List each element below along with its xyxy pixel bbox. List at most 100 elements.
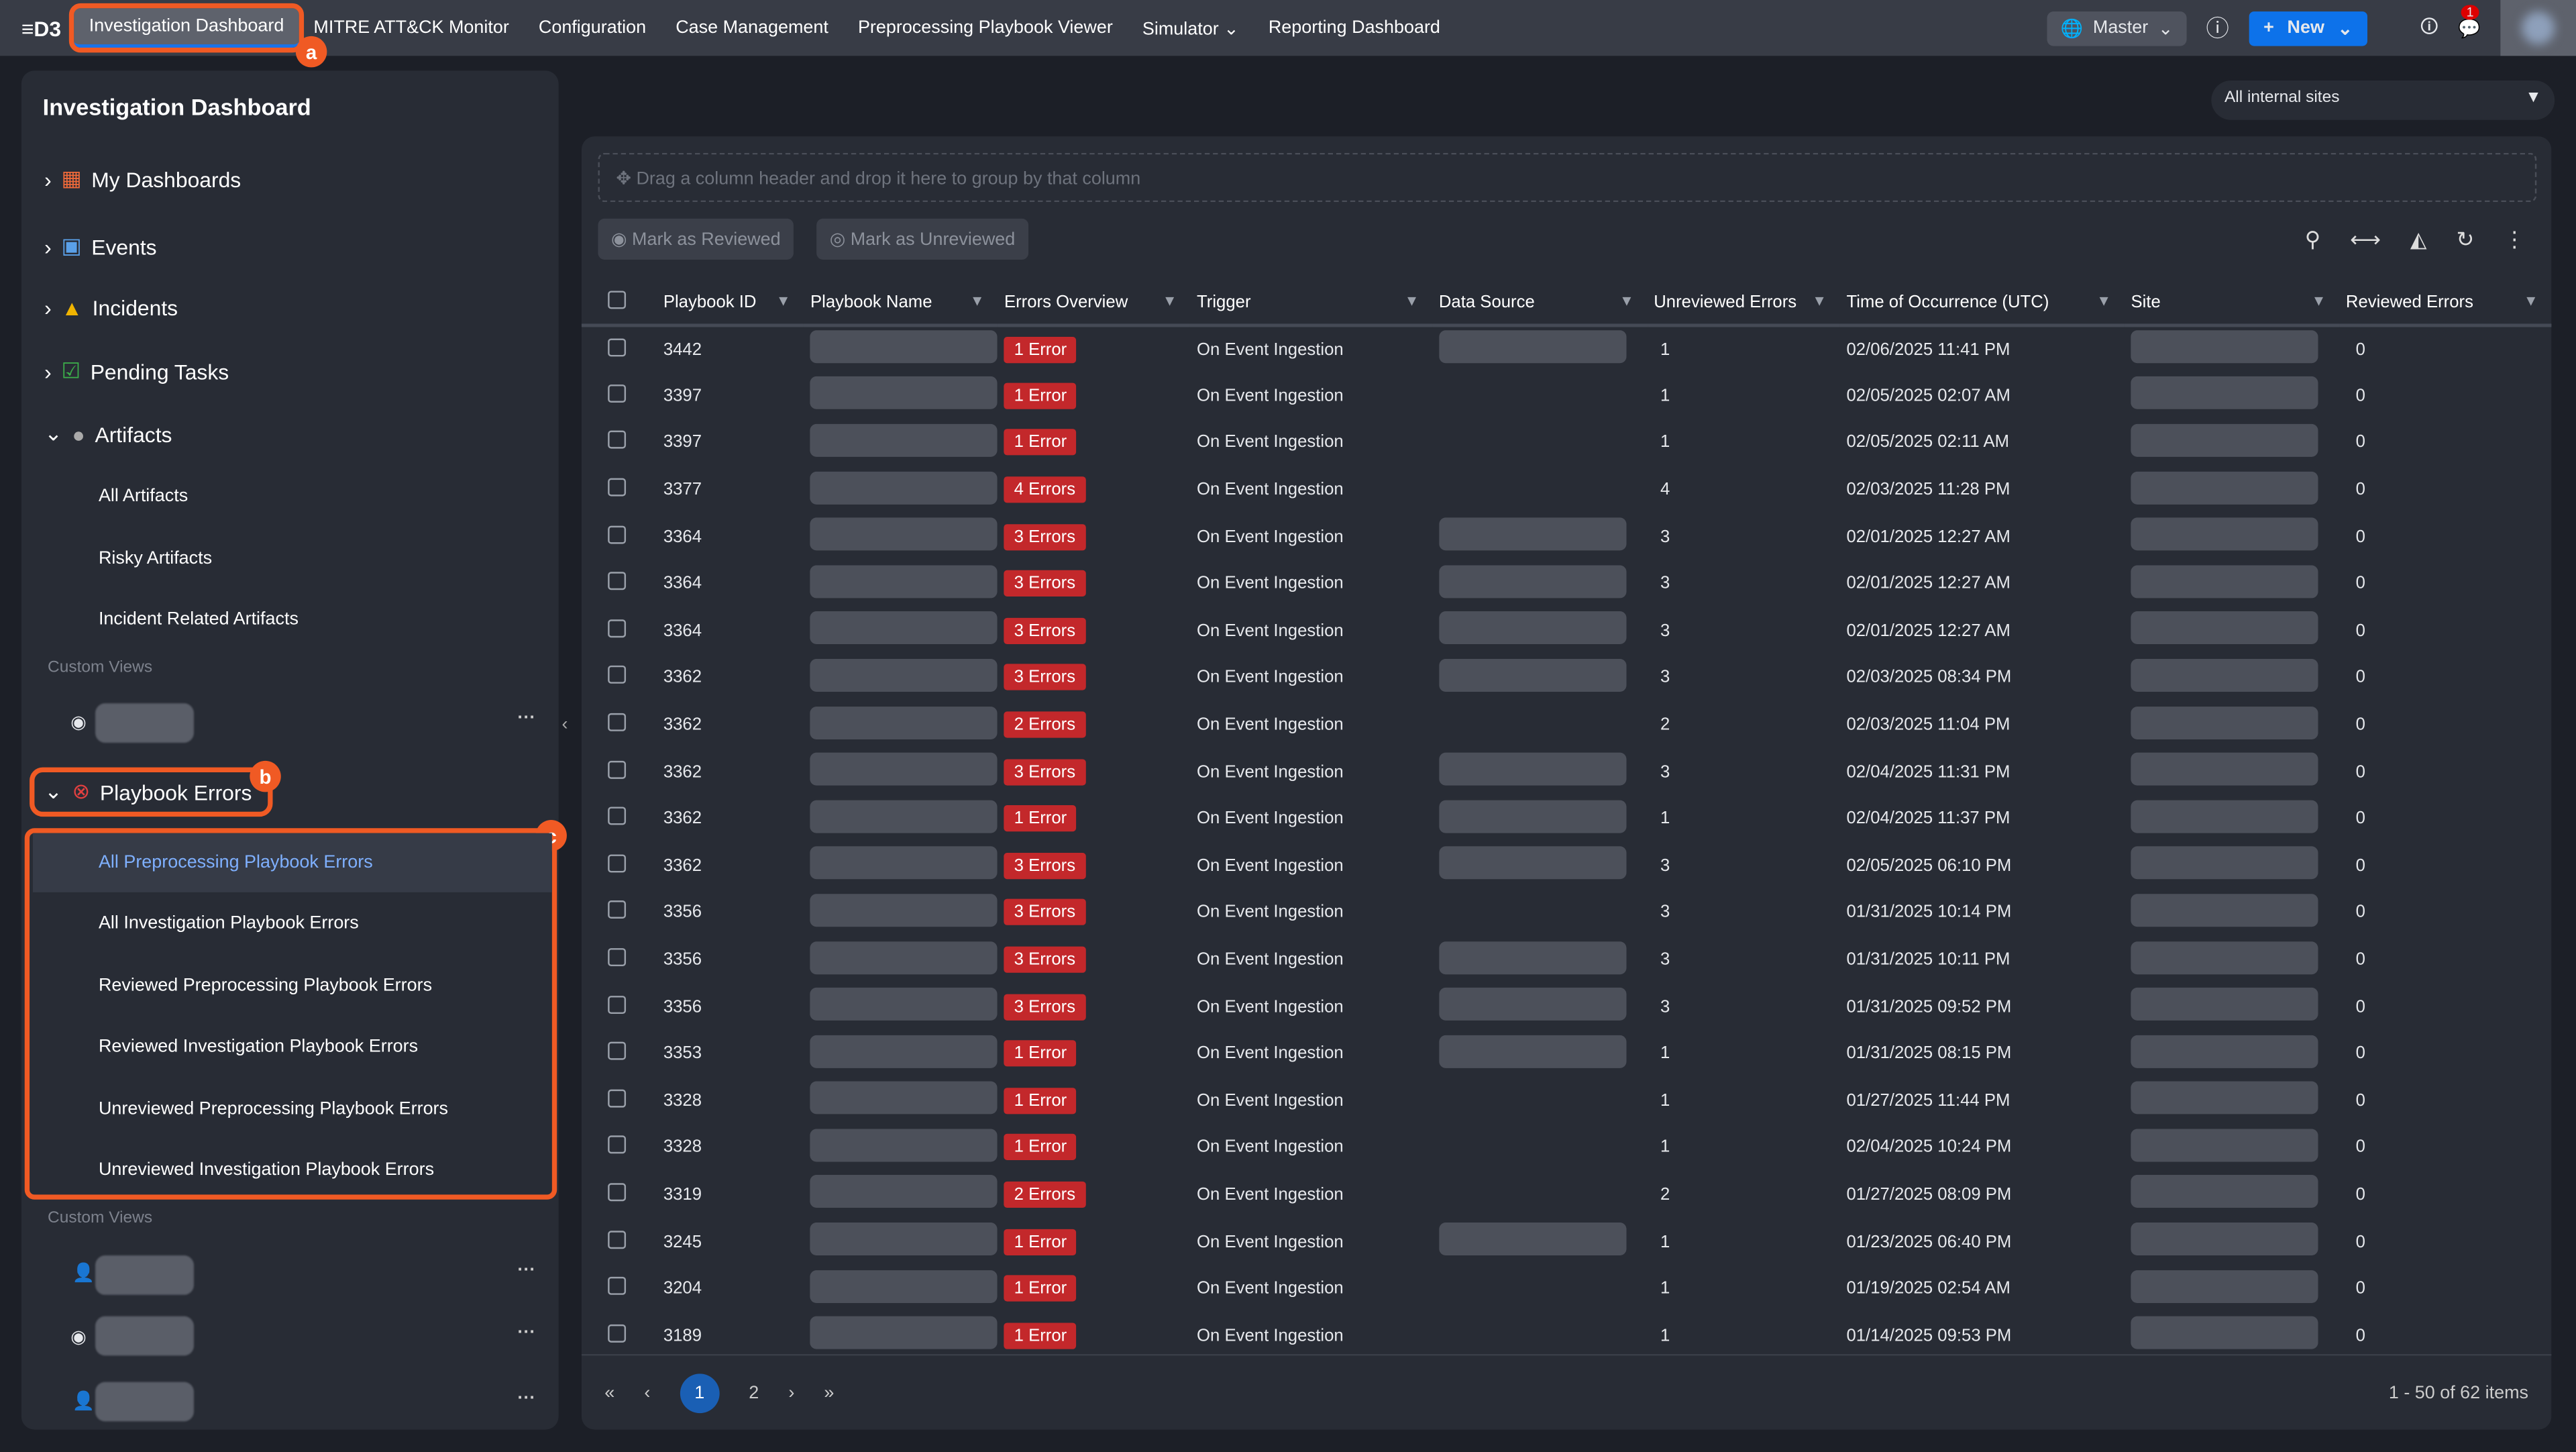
table-row[interactable]: 3353 1 Error On Event Ingestion 1 01/31/2025… <box>582 1030 2551 1077</box>
row-checkbox[interactable] <box>608 572 627 590</box>
sidebar-unreviewed-preprocessing[interactable]: Unreviewed Preprocessing Playbook Errors <box>98 1099 449 1119</box>
sidebar-reviewed-preprocessing[interactable]: Reviewed Preprocessing Playbook Errors <box>98 976 433 996</box>
new-button[interactable]: + New ⌄ <box>2249 10 2368 46</box>
row-checkbox[interactable] <box>608 1183 627 1202</box>
sidebar-all-preprocessing-errors[interactable]: All Preprocessing Playbook Errors <box>98 853 373 873</box>
sidebar-unreviewed-investigation[interactable]: Unreviewed Investigation Playbook Errors <box>98 1159 435 1180</box>
errors-badge[interactable]: 1 Error <box>1004 336 1077 363</box>
row-checkbox[interactable] <box>608 1042 627 1061</box>
playbook-name-redacted[interactable] <box>810 658 998 692</box>
sidebar-risky-artifacts[interactable]: Risky Artifacts <box>98 548 213 569</box>
row-checkbox[interactable] <box>608 525 627 543</box>
custom-view-item[interactable] <box>95 703 194 743</box>
more-icon[interactable]: ··· <box>517 1260 536 1280</box>
filter-icon[interactable]: ▼ <box>2096 292 2112 309</box>
column-header[interactable]: Data Source ▼ <box>1432 280 1648 327</box>
sidebar-all-artifacts[interactable]: All Artifacts <box>98 486 189 507</box>
last-page-icon[interactable]: » <box>824 1382 835 1403</box>
row-checkbox[interactable] <box>608 431 627 450</box>
playbook-name-redacted[interactable] <box>810 941 998 974</box>
chat-icon[interactable]: 💬 1 <box>2458 4 2481 39</box>
errors-badge[interactable]: 1 Error <box>1004 1087 1077 1114</box>
row-checkbox[interactable] <box>608 1136 627 1155</box>
row-checkbox[interactable] <box>608 760 627 778</box>
custom-view-item[interactable] <box>95 1316 194 1356</box>
row-checkbox[interactable] <box>608 478 627 497</box>
table-row[interactable]: 3356 3 Errors On Event Ingestion 3 01/31/202… <box>582 936 2551 983</box>
chart-icon[interactable]: ◭ <box>2410 226 2427 252</box>
nav-preprocessing-viewer[interactable]: Preprocessing Playbook Viewer <box>857 17 1113 38</box>
table-row[interactable]: 3328 1 Error On Event Ingestion 1 01/27/2025… <box>582 1077 2551 1124</box>
row-checkbox[interactable] <box>608 384 627 403</box>
mark-unreviewed-button[interactable]: ◎ Mark as Unreviewed <box>816 218 1028 260</box>
group-by-area[interactable]: ✥ Drag a column header and drop it here … <box>598 152 2537 203</box>
table-row[interactable]: 3364 3 Errors On Event Ingestion 3 02/01/202… <box>582 560 2551 607</box>
next-page-icon[interactable]: › <box>788 1382 795 1403</box>
table-row[interactable]: 3319 2 Errors On Event Ingestion 2 01/27/202… <box>582 1171 2551 1218</box>
sidebar-item-events[interactable]: › ▣ Events <box>44 234 156 260</box>
playbook-name-redacted[interactable] <box>810 1269 998 1303</box>
filter-icon[interactable]: ▼ <box>2523 292 2538 309</box>
playbook-name-redacted[interactable] <box>810 988 998 1021</box>
site-filter-dropdown[interactable]: All internal sites ▼ <box>2211 81 2555 120</box>
errors-badge[interactable]: 2 Errors <box>1004 711 1085 738</box>
table-row[interactable]: 3362 3 Errors On Event Ingestion 3 02/04/202… <box>582 748 2551 795</box>
errors-badge[interactable]: 3 Errors <box>1004 993 1085 1020</box>
table-row[interactable]: 3397 1 Error On Event Ingestion 1 02/05/2025… <box>582 419 2551 466</box>
more-icon[interactable]: ··· <box>517 1323 536 1343</box>
more-vertical-icon[interactable]: ⋮ <box>2504 226 2526 252</box>
custom-view-item[interactable] <box>95 1382 194 1422</box>
table-row[interactable]: 3442 1 Error On Event Ingestion 1 02/06/2025… <box>582 325 2551 372</box>
playbook-name-redacted[interactable] <box>810 470 998 504</box>
filter-icon[interactable]: ▼ <box>1404 292 1419 309</box>
sidebar-item-incidents[interactable]: › ▲ Incidents <box>44 296 178 321</box>
table-row[interactable]: 3364 3 Errors On Event Ingestion 3 02/01/202… <box>582 607 2551 654</box>
table-row[interactable]: 3189 1 Error On Event Ingestion 1 01/14/2025… <box>582 1312 2551 1359</box>
sidebar-item-artifacts[interactable]: ⌄ ● Artifacts <box>44 421 172 447</box>
errors-badge[interactable]: 1 Error <box>1004 429 1077 456</box>
filter-icon[interactable]: ▼ <box>1162 292 1177 309</box>
column-header[interactable]: Playbook Name ▼ <box>804 280 998 327</box>
more-icon[interactable]: ··· <box>517 1388 536 1408</box>
table-row[interactable]: 3362 3 Errors On Event Ingestion 3 02/03/202… <box>582 654 2551 701</box>
row-checkbox[interactable] <box>608 1277 627 1296</box>
column-header[interactable]: Site ▼ <box>2124 280 2340 327</box>
avatar[interactable] <box>2500 0 2576 56</box>
playbook-name-redacted[interactable] <box>810 376 998 410</box>
errors-badge[interactable]: 1 Error <box>1004 382 1077 409</box>
row-checkbox[interactable] <box>608 854 627 872</box>
column-header[interactable]: Unreviewed Errors ▼ <box>1647 280 1840 327</box>
errors-badge[interactable]: 3 Errors <box>1004 617 1085 644</box>
select-all-checkbox[interactable] <box>608 291 627 309</box>
playbook-name-redacted[interactable] <box>810 423 998 457</box>
row-checkbox[interactable] <box>608 1089 627 1108</box>
filter-icon[interactable]: ▼ <box>969 292 985 309</box>
nav-investigation-dashboard[interactable]: Investigation Dashboard <box>69 3 304 53</box>
column-header[interactable]: Trigger ▼ <box>1190 280 1433 327</box>
column-header[interactable]: Playbook ID ▼ <box>657 280 804 327</box>
table-row[interactable]: 3356 3 Errors On Event Ingestion 3 01/31/202… <box>582 889 2551 936</box>
nav-simulator[interactable]: Simulator ⌄ <box>1142 19 1239 39</box>
nav-mitre[interactable]: MITRE ATT&CK Monitor <box>313 17 509 38</box>
prev-page-icon[interactable]: ‹ <box>644 1382 651 1403</box>
sidebar-item-pending-tasks[interactable]: › ☑ Pending Tasks <box>44 358 229 384</box>
row-checkbox[interactable] <box>608 713 627 731</box>
table-row[interactable]: 3245 1 Error On Event Ingestion 1 01/23/2025… <box>582 1218 2551 1265</box>
playbook-name-redacted[interactable] <box>810 1223 998 1256</box>
playbook-name-redacted[interactable] <box>810 330 998 364</box>
filter-icon[interactable]: ▼ <box>1619 292 1634 309</box>
row-checkbox[interactable] <box>608 901 627 920</box>
table-row[interactable]: 3362 2 Errors On Event Ingestion 2 02/03/202… <box>582 701 2551 748</box>
info-icon[interactable]: ⓘ <box>2206 15 2229 42</box>
playbook-name-redacted[interactable] <box>810 847 998 880</box>
errors-badge[interactable]: 4 Errors <box>1004 476 1085 503</box>
refresh-icon[interactable]: ↻ <box>2456 226 2475 252</box>
playbook-name-redacted[interactable] <box>810 611 998 645</box>
errors-badge[interactable]: 3 Errors <box>1004 570 1085 597</box>
playbook-name-redacted[interactable] <box>810 705 998 739</box>
errors-badge[interactable]: 3 Errors <box>1004 899 1085 926</box>
errors-badge[interactable]: 1 Error <box>1004 1322 1077 1349</box>
table-row[interactable]: 3362 1 Error On Event Ingestion 1 02/04/2025… <box>582 795 2551 842</box>
playbook-name-redacted[interactable] <box>810 517 998 551</box>
table-row[interactable]: 3356 3 Errors On Event Ingestion 3 01/31/202… <box>582 983 2551 1030</box>
